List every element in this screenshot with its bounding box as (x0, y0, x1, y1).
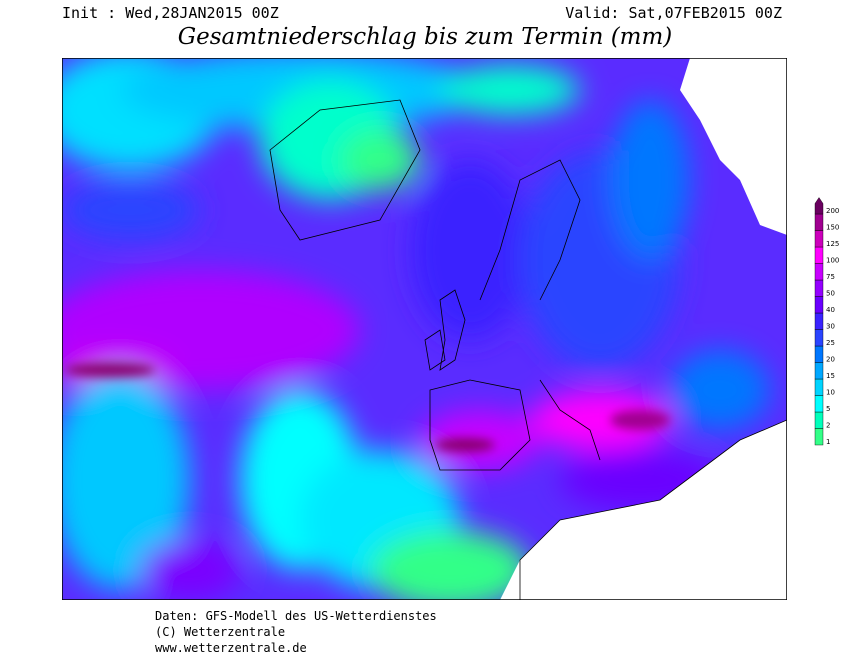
legend-label: 20 (826, 356, 835, 364)
legend-label: 1 (826, 438, 830, 446)
legend-label: 15 (826, 372, 835, 380)
legend-label: 30 (826, 323, 835, 331)
precip-field (62, 58, 787, 600)
footer-line: (C) Wetterzentrale (155, 625, 285, 639)
legend-swatch (814, 296, 824, 314)
legend-swatch (814, 411, 824, 429)
legend-label: 40 (826, 306, 835, 314)
valid-time: Valid: Sat,07FEB2015 00Z (565, 4, 782, 22)
legend-swatch (814, 312, 824, 330)
legend-swatch (814, 213, 824, 231)
legend-label: 125 (826, 240, 839, 248)
legend-label: 2 (826, 422, 830, 430)
legend-swatch (814, 362, 824, 380)
legend-swatch (814, 428, 824, 446)
legend-swatch (814, 378, 824, 396)
legend-label: 50 (826, 290, 835, 298)
legend-swatch (814, 329, 824, 347)
legend-swatch (814, 279, 824, 297)
legend-label: 25 (826, 339, 835, 347)
legend-label: 10 (826, 389, 835, 397)
legend-swatch (814, 230, 824, 248)
legend-label: 5 (826, 405, 830, 413)
footer-line: www.wetterzentrale.de (155, 641, 307, 655)
footer-line: Daten: GFS-Modell des US-Wetterdienstes (155, 609, 437, 623)
legend-label: 200 (826, 207, 839, 215)
map-title: Gesamtniederschlag bis zum Termin (mm) (178, 24, 673, 50)
init-time: Init : Wed,28JAN2015 00Z (62, 4, 279, 22)
legend-swatch (814, 246, 824, 264)
legend-label: 75 (826, 273, 835, 281)
legend-swatch (814, 395, 824, 413)
legend-swatch (814, 345, 824, 363)
legend-label: 150 (826, 224, 839, 232)
legend-label: 100 (826, 257, 839, 265)
legend-swatch (814, 197, 824, 215)
legend-swatch (814, 263, 824, 281)
